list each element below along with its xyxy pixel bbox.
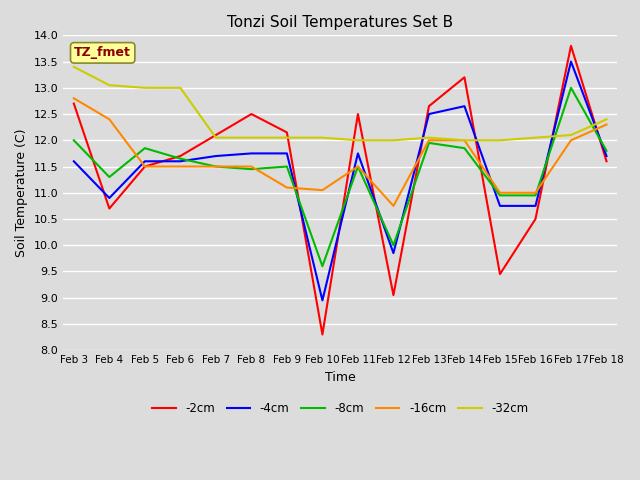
-8cm (354, 164, 362, 169)
-16cm (425, 137, 433, 143)
-4cm (354, 151, 362, 156)
-8cm (141, 145, 148, 151)
-8cm (283, 164, 291, 169)
-32cm (70, 64, 77, 70)
X-axis label: Time: Time (324, 371, 356, 384)
-32cm (567, 132, 575, 138)
-4cm (603, 153, 611, 159)
-2cm (283, 130, 291, 135)
-4cm (106, 195, 113, 201)
-16cm (496, 190, 504, 196)
-32cm (532, 135, 540, 141)
-8cm (567, 85, 575, 91)
Text: TZ_fmet: TZ_fmet (74, 47, 131, 60)
-2cm (354, 111, 362, 117)
-8cm (70, 137, 77, 143)
-2cm (248, 111, 255, 117)
-32cm (496, 137, 504, 143)
-32cm (212, 135, 220, 141)
-8cm (603, 148, 611, 154)
-32cm (603, 117, 611, 122)
-8cm (106, 174, 113, 180)
-16cm (141, 164, 148, 169)
-32cm (106, 82, 113, 88)
-16cm (603, 121, 611, 127)
Line: -8cm: -8cm (74, 88, 607, 266)
-4cm (177, 158, 184, 164)
-4cm (319, 298, 326, 303)
-4cm (425, 111, 433, 117)
-4cm (390, 250, 397, 256)
Legend: -2cm, -4cm, -8cm, -16cm, -32cm: -2cm, -4cm, -8cm, -16cm, -32cm (147, 397, 533, 420)
-32cm (283, 135, 291, 141)
Line: -4cm: -4cm (74, 61, 607, 300)
-8cm (177, 156, 184, 162)
-2cm (425, 103, 433, 109)
-8cm (248, 166, 255, 172)
-2cm (603, 158, 611, 164)
-16cm (106, 117, 113, 122)
-2cm (390, 292, 397, 298)
-32cm (141, 85, 148, 91)
-8cm (496, 192, 504, 198)
-16cm (248, 164, 255, 169)
-16cm (70, 96, 77, 101)
-2cm (567, 43, 575, 48)
-4cm (461, 103, 468, 109)
-8cm (461, 145, 468, 151)
-4cm (212, 153, 220, 159)
-8cm (319, 264, 326, 269)
-8cm (390, 242, 397, 248)
-2cm (319, 332, 326, 337)
-2cm (532, 216, 540, 222)
-32cm (425, 135, 433, 141)
-8cm (532, 192, 540, 198)
-2cm (496, 271, 504, 277)
-16cm (212, 164, 220, 169)
-16cm (283, 185, 291, 191)
-2cm (461, 74, 468, 80)
-2cm (141, 164, 148, 169)
-32cm (461, 137, 468, 143)
-8cm (425, 140, 433, 146)
-16cm (567, 137, 575, 143)
-4cm (141, 158, 148, 164)
-32cm (319, 135, 326, 141)
Line: -32cm: -32cm (74, 67, 607, 140)
-2cm (106, 205, 113, 211)
Title: Tonzi Soil Temperatures Set B: Tonzi Soil Temperatures Set B (227, 15, 453, 30)
-4cm (496, 203, 504, 209)
-4cm (567, 59, 575, 64)
-16cm (461, 137, 468, 143)
-16cm (319, 187, 326, 193)
-2cm (177, 153, 184, 159)
-2cm (70, 101, 77, 107)
-4cm (532, 203, 540, 209)
Line: -16cm: -16cm (74, 98, 607, 206)
-32cm (177, 85, 184, 91)
Line: -2cm: -2cm (74, 46, 607, 335)
-4cm (283, 151, 291, 156)
-2cm (212, 132, 220, 138)
-8cm (212, 164, 220, 169)
-16cm (390, 203, 397, 209)
-32cm (248, 135, 255, 141)
-16cm (532, 190, 540, 196)
Y-axis label: Soil Temperature (C): Soil Temperature (C) (15, 129, 28, 257)
-16cm (354, 164, 362, 169)
-32cm (354, 137, 362, 143)
-4cm (70, 158, 77, 164)
-32cm (390, 137, 397, 143)
-16cm (177, 164, 184, 169)
-4cm (248, 151, 255, 156)
